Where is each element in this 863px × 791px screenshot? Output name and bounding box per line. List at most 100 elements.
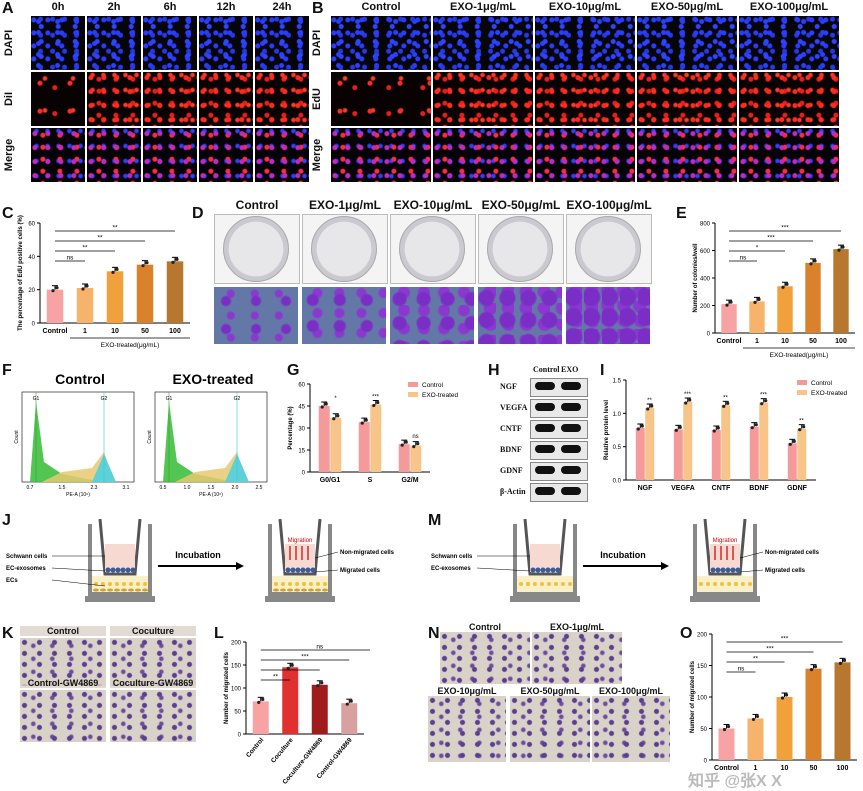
y-axis-label: Number of colonies/well	[693, 243, 699, 312]
significance-label: **	[112, 225, 118, 232]
schwann-cell	[730, 567, 736, 573]
migration-label: Migration	[288, 538, 313, 544]
schwann-cell	[310, 567, 316, 573]
flow-title: EXO-treated	[173, 371, 254, 387]
row-label: DAPI	[3, 29, 15, 57]
data-point	[788, 442, 792, 446]
flow-tick-label: 1.0	[184, 485, 191, 491]
category-label: 1	[83, 328, 87, 335]
plate-base	[85, 596, 155, 602]
label-leader	[739, 569, 764, 573]
transwell-label: Control	[469, 622, 501, 632]
data-point	[688, 398, 692, 402]
bar	[759, 402, 769, 480]
micrograph-tile	[535, 128, 635, 182]
data-point	[261, 697, 265, 701]
panel-n-label: N	[428, 625, 440, 642]
panel-g-label: G	[287, 362, 300, 379]
schematic-label: EC-exosomes	[6, 566, 46, 572]
legend-swatch	[797, 380, 807, 385]
exosome	[561, 582, 565, 586]
endothelial-cell	[142, 588, 148, 592]
data-point	[332, 417, 336, 421]
micrograph-tile	[535, 16, 635, 70]
flow-x-label: PE-A (10⁶)	[66, 492, 90, 498]
schwann-cell	[115, 567, 121, 573]
bar	[721, 405, 731, 480]
schwann-cell	[545, 567, 551, 573]
category-label: G0/G1	[320, 477, 341, 484]
stained-cells	[532, 632, 622, 684]
exosome	[554, 582, 558, 586]
result-label: Migrated cells	[765, 568, 806, 574]
data-point	[650, 404, 654, 408]
category-label: CNTF	[712, 485, 731, 492]
schwann-cell	[720, 567, 726, 573]
bar	[341, 703, 358, 734]
blot-band	[535, 382, 555, 390]
endothelial-cell	[93, 588, 99, 592]
micrograph-tile	[739, 72, 839, 126]
incubation-label: Incubation	[600, 550, 646, 560]
panel-h-label: H	[488, 362, 500, 379]
blot-band	[561, 382, 581, 390]
micrograph-tile	[143, 128, 197, 182]
schematic-label: EC-exosomes	[431, 566, 471, 572]
transwell-label: Coculture-GW4869	[110, 678, 196, 688]
data-point	[813, 259, 817, 263]
endothelial-cell	[100, 588, 106, 592]
legend-swatch	[408, 382, 418, 387]
endothelial-cell	[121, 588, 127, 592]
exosome	[727, 582, 731, 586]
data-point	[349, 699, 353, 703]
data-point	[716, 426, 720, 430]
label-leader	[51, 567, 106, 572]
data-point	[85, 284, 89, 288]
data-point	[841, 245, 845, 249]
micrograph-tile	[199, 128, 253, 182]
endothelial-cell	[273, 588, 279, 592]
transwell-image	[510, 696, 590, 762]
blot-row-label: CNTF	[500, 424, 522, 433]
y-tick-label: 50	[234, 710, 241, 716]
blot-band	[535, 403, 555, 411]
flow-x-label: PE-A (10⁶)	[199, 492, 223, 498]
micrograph-tile	[31, 128, 85, 182]
flow-tick-label: 1.5	[59, 485, 66, 491]
exosome	[741, 582, 745, 586]
micrograph-tile	[87, 72, 141, 126]
schematic-label: Schwann cells	[6, 554, 48, 560]
peak-label: G1	[166, 396, 173, 402]
incubation-label: Incubation	[175, 550, 221, 560]
significance-label: **	[273, 674, 279, 681]
exosome	[526, 582, 530, 586]
transwell-label: Control-GW4869	[20, 678, 106, 688]
micrograph-tile	[87, 16, 141, 70]
bar	[318, 406, 330, 472]
category-label: 100	[835, 338, 847, 345]
exosome	[309, 582, 313, 586]
schwann-cell	[285, 567, 291, 573]
column-header: 2h	[107, 1, 121, 13]
result-label: Non-migrated cells	[765, 550, 820, 556]
category-label: Control	[717, 338, 742, 345]
plate-base	[690, 596, 760, 602]
exosome	[143, 582, 147, 586]
schwann-cell	[105, 567, 111, 573]
category-label: 10	[781, 338, 789, 345]
significance-label: **	[753, 656, 759, 663]
schwann-cell	[130, 567, 136, 573]
y-axis-label: Number of migrated cells	[690, 660, 696, 733]
data-point	[725, 303, 729, 307]
micrograph-tile	[255, 128, 309, 182]
exosome	[713, 582, 717, 586]
data-point	[416, 442, 420, 446]
bar	[718, 728, 735, 760]
category-label: G2/M	[401, 477, 418, 484]
category-label: S	[368, 477, 373, 484]
bar	[797, 428, 807, 480]
label-leader	[476, 567, 531, 572]
transwell-image	[440, 632, 530, 684]
category-label: 100	[837, 765, 849, 772]
bar	[252, 701, 269, 734]
